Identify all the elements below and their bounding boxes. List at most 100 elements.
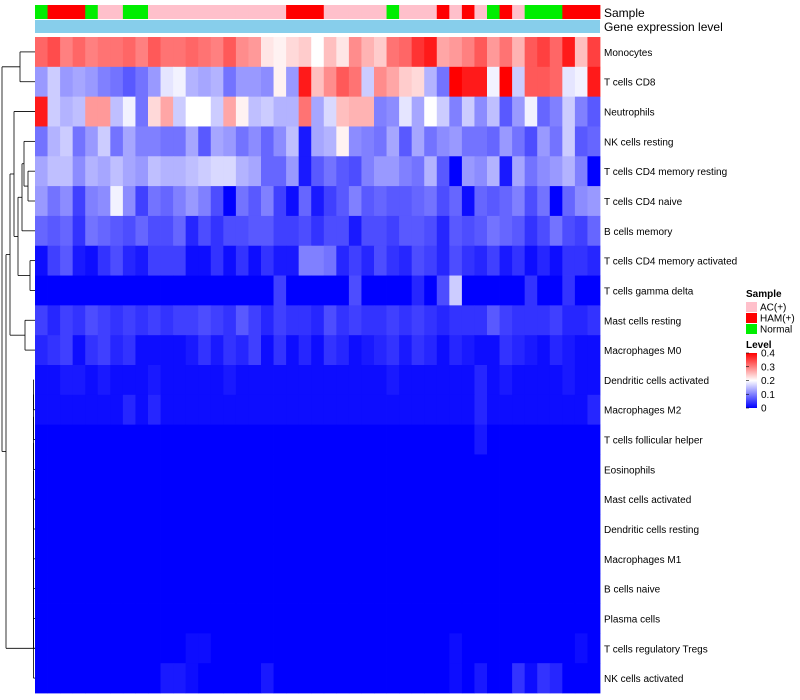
heatmap-cell <box>273 603 287 634</box>
heatmap-cell <box>424 603 438 634</box>
heatmap-cell <box>261 573 274 604</box>
heatmap-cell <box>549 543 563 575</box>
heatmap-cell <box>261 663 274 694</box>
heatmap-cell <box>286 335 300 366</box>
row-label: Macrophages M1 <box>604 555 682 566</box>
heatmap-cell <box>47 126 61 157</box>
heatmap-cell <box>298 126 312 157</box>
heatmap-cell <box>210 275 224 306</box>
heatmap-cell <box>273 305 287 336</box>
heatmap-cell <box>424 365 438 396</box>
heatmap-cell <box>60 394 74 426</box>
heatmap-cell <box>512 305 526 336</box>
heatmap-cell <box>449 215 463 247</box>
heatmap-cell <box>361 454 375 485</box>
heatmap-cell <box>261 543 274 575</box>
heatmap-cell <box>261 484 274 515</box>
heatmap-cell <box>35 365 48 396</box>
heatmap-cell <box>411 305 425 336</box>
heatmap-cell <box>273 37 287 68</box>
heatmap-cell <box>97 424 111 455</box>
heatmap-cell <box>524 424 538 455</box>
heatmap-cell <box>587 663 601 694</box>
heatmap-cell <box>474 66 488 98</box>
heatmap-cell <box>549 186 563 217</box>
heatmap-cell <box>47 245 61 276</box>
heatmap-cell <box>185 603 199 634</box>
heatmap-cell <box>223 394 237 426</box>
heatmap-cell <box>60 37 74 68</box>
heatmap-cell <box>562 186 576 217</box>
heatmap-cell <box>499 543 513 575</box>
heatmap-cell <box>512 186 526 217</box>
heatmap-cell <box>85 514 99 545</box>
heatmap-cell <box>273 543 287 575</box>
heatmap-cell <box>487 245 500 276</box>
sample-annotation-cell <box>122 5 136 19</box>
sample-annotation-cell <box>72 5 86 19</box>
heatmap-cell <box>97 245 111 276</box>
heatmap-cell <box>210 603 224 634</box>
heatmap-cell <box>449 126 463 157</box>
heatmap-cell <box>487 96 500 127</box>
heatmap-cell <box>198 96 212 127</box>
heatmap-cell <box>361 484 375 515</box>
heatmap-cell <box>248 424 262 455</box>
heatmap-cell <box>210 454 224 485</box>
heatmap-cell <box>47 514 61 545</box>
heatmap-cell <box>248 633 262 664</box>
heatmap-cell <box>461 156 475 187</box>
heatmap-cell <box>399 633 413 664</box>
heatmap-cell <box>487 603 500 634</box>
heatmap-cell <box>160 335 174 366</box>
heatmap-cell <box>424 305 438 336</box>
heatmap-cell <box>72 215 86 247</box>
heatmap-cell <box>173 454 187 485</box>
heatmap-cell <box>461 245 475 276</box>
heatmap-cell <box>323 394 337 426</box>
heatmap-cell <box>298 514 312 545</box>
heatmap-cell <box>386 305 400 336</box>
heatmap-cell <box>35 633 48 664</box>
row-label: Macrophages M2 <box>604 406 682 417</box>
heatmap-cell <box>549 66 563 98</box>
heatmap-cell <box>411 66 425 98</box>
heatmap-cell <box>537 275 551 306</box>
heatmap-cell <box>198 156 212 187</box>
heatmap-cell <box>562 603 576 634</box>
heatmap-cell <box>97 514 111 545</box>
row-label: T cells gamma delta <box>604 286 694 297</box>
sample-annotation-cell <box>110 5 124 19</box>
heatmap-cell <box>524 633 538 664</box>
heatmap-cell <box>424 66 438 98</box>
heatmap-cell <box>436 245 450 276</box>
heatmap-cell <box>374 215 387 247</box>
heatmap-cell <box>361 156 375 187</box>
heatmap-cell <box>72 245 86 276</box>
heatmap-cell <box>386 37 400 68</box>
sample-annotation-cell <box>499 5 513 19</box>
heatmap-cell <box>110 305 124 336</box>
heatmap-cell <box>374 96 387 127</box>
heatmap-cell <box>374 186 387 217</box>
heatmap-cell <box>160 37 174 68</box>
heatmap-cell <box>374 275 387 306</box>
heatmap-cell <box>148 245 161 276</box>
heatmap-cell <box>311 543 325 575</box>
heatmap-cell <box>449 394 463 426</box>
heatmap-cell <box>173 543 187 575</box>
heatmap-cell <box>235 514 249 545</box>
heatmap-cell <box>311 573 325 604</box>
heatmap-cell <box>85 335 99 366</box>
heatmap-cell <box>512 66 526 98</box>
heatmap-cell <box>424 454 438 485</box>
heatmap-cell <box>487 186 500 217</box>
heatmap-cell <box>399 215 413 247</box>
heatmap-cell <box>399 37 413 68</box>
heatmap-cell <box>122 245 136 276</box>
heatmap-cell <box>122 603 136 634</box>
heatmap-cell <box>461 543 475 575</box>
heatmap-cell <box>210 424 224 455</box>
heatmap-cell <box>399 394 413 426</box>
sample-annotation-cell <box>198 5 212 19</box>
